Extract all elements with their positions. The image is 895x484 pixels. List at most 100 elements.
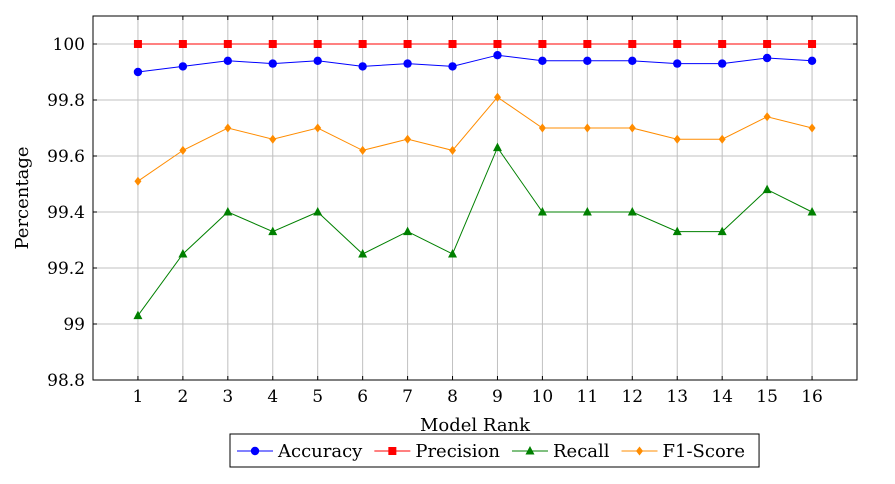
data-point-precision [133, 40, 142, 48]
series-accuracy [133, 51, 817, 77]
legend-item-recall: Recall [511, 441, 610, 462]
data-point-f1-score [359, 145, 367, 155]
x-tick-label: 8 [447, 387, 458, 407]
x-tick-label: 5 [312, 387, 323, 407]
x-tick-label: 4 [267, 387, 278, 407]
data-point-recall [133, 310, 143, 320]
legend-label-accuracy: Accuracy [277, 441, 363, 462]
data-point-recall [313, 207, 323, 216]
data-point-precision [268, 40, 277, 48]
legend-marker-recall [525, 446, 535, 455]
data-point-precision [493, 40, 502, 48]
x-tick-label: 12 [621, 387, 643, 407]
data-point-recall [268, 226, 278, 236]
data-point-precision [763, 40, 772, 48]
legend-item-accuracy: Accuracy [237, 441, 363, 462]
data-point-f1-score [269, 134, 277, 144]
data-point-accuracy [223, 56, 233, 65]
legend-marker-precision [388, 447, 397, 455]
data-point-accuracy [538, 56, 547, 65]
y-axis-label: Percentage [12, 146, 33, 249]
x-tick-label: 2 [177, 387, 188, 407]
data-point-accuracy [762, 53, 772, 63]
data-point-precision [583, 40, 592, 48]
y-tick-label: 99.6 [47, 147, 85, 167]
series-line-f1-score [137, 96, 813, 182]
data-point-accuracy [448, 62, 457, 71]
data-point-accuracy [717, 59, 727, 68]
y-tick-label: 99 [63, 315, 85, 335]
x-axis: 1 2 3 4 5 6 7 8 9 10 11 12 13 14 15 16 [133, 16, 823, 407]
data-point-f1-score [538, 123, 546, 133]
series-recall [133, 142, 817, 320]
data-point-recall [223, 207, 233, 216]
data-point-precision [358, 40, 367, 48]
data-point-f1-score [134, 176, 142, 186]
series-layer [133, 40, 817, 320]
data-point-recall [178, 249, 188, 258]
x-axis-label: Model Rank [420, 415, 531, 436]
legend-label-f1-score: F1-Score [663, 441, 746, 462]
x-tick-label: 10 [532, 387, 554, 407]
data-point-recall [807, 207, 817, 216]
data-point-accuracy [493, 51, 502, 60]
x-tick-label: 9 [492, 387, 503, 407]
data-point-recall [627, 207, 637, 216]
data-point-recall [492, 142, 502, 152]
data-point-f1-score [314, 123, 322, 133]
series-f1-score [134, 92, 816, 186]
data-point-recall [403, 226, 413, 236]
data-point-accuracy [178, 62, 188, 71]
data-point-recall [717, 226, 727, 236]
y-tick-label: 100 [53, 35, 85, 55]
x-tick-label: 7 [402, 387, 413, 407]
data-point-precision [718, 40, 727, 48]
data-point-precision [448, 40, 457, 48]
data-point-f1-score [673, 134, 681, 144]
series-line-accuracy [137, 54, 813, 73]
data-point-accuracy [358, 62, 367, 71]
plot-frame [92, 15, 858, 381]
data-point-accuracy [807, 56, 817, 65]
x-tick-label: 14 [711, 387, 733, 407]
data-point-f1-score [628, 123, 636, 133]
series-precision [133, 40, 817, 48]
data-point-recall [672, 226, 682, 236]
data-point-accuracy [313, 56, 322, 65]
data-point-precision [223, 40, 232, 48]
data-point-f1-score [449, 145, 457, 155]
data-point-precision [403, 40, 412, 48]
legend-item-precision: Precision [374, 441, 500, 462]
data-point-precision [538, 40, 547, 48]
y-tick-label: 99.8 [47, 91, 85, 111]
data-point-f1-score [583, 123, 591, 133]
y-tick-label: 99.4 [47, 203, 85, 223]
data-point-precision [313, 40, 322, 48]
legend: Accuracy Precision Recall F1-Score [229, 433, 760, 468]
data-point-precision [628, 40, 637, 48]
data-point-f1-score [493, 92, 501, 102]
data-point-accuracy [403, 59, 412, 68]
data-point-recall [448, 249, 458, 258]
data-point-accuracy [628, 56, 637, 65]
x-tick-label: 13 [666, 387, 688, 407]
data-point-accuracy [268, 59, 277, 68]
y-axis: 98.8 99 99.2 99.4 99.6 99.8 100 [47, 35, 857, 391]
data-point-f1-score [718, 134, 726, 144]
data-point-recall [358, 249, 368, 258]
data-point-accuracy [133, 67, 143, 77]
legend-marker-accuracy [250, 446, 260, 456]
grid [93, 16, 857, 381]
data-point-f1-score [404, 134, 412, 144]
legend-marker-f1-score [636, 446, 644, 456]
data-point-recall [582, 207, 592, 216]
data-point-accuracy [673, 59, 682, 68]
x-tick-label: 11 [577, 387, 599, 407]
data-point-f1-score [179, 145, 187, 155]
legend-item-f1-score: F1-Score [621, 441, 746, 462]
series-line-recall [137, 146, 813, 316]
x-tick-label: 15 [756, 387, 778, 407]
data-point-precision [808, 40, 817, 48]
x-tick-label: 16 [801, 387, 823, 407]
